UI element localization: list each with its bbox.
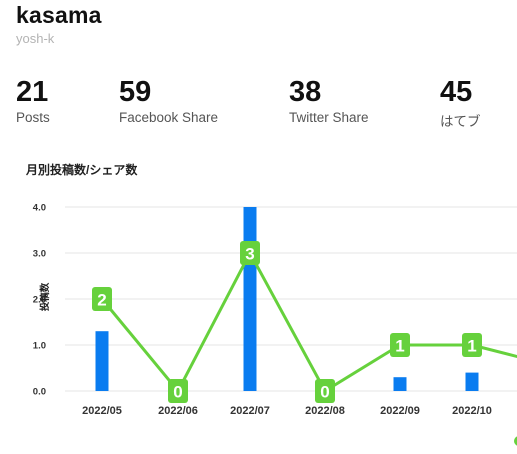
shares-point: 1: [462, 333, 482, 357]
stat-twitter-label: Twitter Share: [289, 110, 369, 125]
stat-hatena-value: 45: [440, 76, 473, 108]
shares-data-label: 3: [245, 245, 254, 264]
shares-line: [100, 251, 517, 393]
stat-posts-label: Posts: [16, 110, 50, 125]
shares-data-label: 0: [320, 383, 329, 402]
y-tick-label: 4.0: [33, 203, 46, 214]
shares-point-marker: [240, 241, 260, 265]
x-tick-label: 2022/09: [380, 405, 420, 417]
stat-twitter-share: 38 Twitter Share: [289, 76, 369, 125]
stat-posts: 21 Posts: [16, 76, 50, 125]
stat-twitter-value: 38: [289, 76, 322, 108]
x-tick-label: 2022/08: [305, 405, 345, 417]
shares-point: 0: [168, 379, 188, 403]
shares-point: 2: [92, 287, 112, 311]
shares-point: 3: [240, 241, 260, 265]
shares-point-marker: [168, 379, 188, 403]
stat-facebook-share: 59 Facebook Share: [119, 76, 218, 125]
y-tick-label: 2.0: [33, 295, 46, 306]
shares-point-marker: [315, 379, 335, 403]
y-tick-label: 1.0: [33, 341, 46, 352]
stat-facebook-value: 59: [119, 76, 152, 108]
author-name: yosh-k: [16, 31, 55, 46]
posts-bar: [393, 377, 407, 391]
blog-title: kasama: [16, 2, 102, 28]
shares-data-label: 0: [173, 383, 182, 402]
shares-point-marker: [462, 333, 482, 357]
stat-hatena-bookmark: 45 はてブ: [440, 76, 481, 130]
shares-data-label: 1: [467, 337, 476, 356]
shares-point: 1: [390, 333, 410, 357]
x-tick-label: 2022/06: [158, 405, 198, 417]
shares-point-marker: [92, 287, 112, 311]
x-tick-label: 2022/10: [452, 405, 492, 417]
shares-data-label: 1: [395, 337, 404, 356]
x-tick-label: 2022/07: [230, 405, 270, 417]
shares-point: 0: [315, 379, 335, 403]
posts-bar: [243, 207, 257, 391]
shares-data-label: 2: [97, 291, 106, 310]
posts-bar: [465, 372, 479, 391]
stat-facebook-label: Facebook Share: [119, 110, 219, 125]
shares-point-marker: [390, 333, 410, 357]
chart-section-title: 月別投稿数/シェア数: [26, 163, 138, 177]
x-tick-label: 2022/05: [82, 405, 122, 417]
y-tick-label: 0.0: [33, 387, 46, 398]
posts-bar: [95, 331, 109, 391]
y-axis-label: 投稿数: [39, 282, 51, 311]
stat-posts-value: 21: [16, 76, 49, 108]
legend-dot: [514, 436, 517, 446]
y-tick-label: 3.0: [33, 249, 46, 260]
stat-hatena-label: はてブ: [440, 114, 481, 129]
monthly-posts-chart: 0.0 1.0 2.0 3.0 4.0 投稿数 2022/05 2022/06 2022/07 2…: [33, 203, 517, 446]
